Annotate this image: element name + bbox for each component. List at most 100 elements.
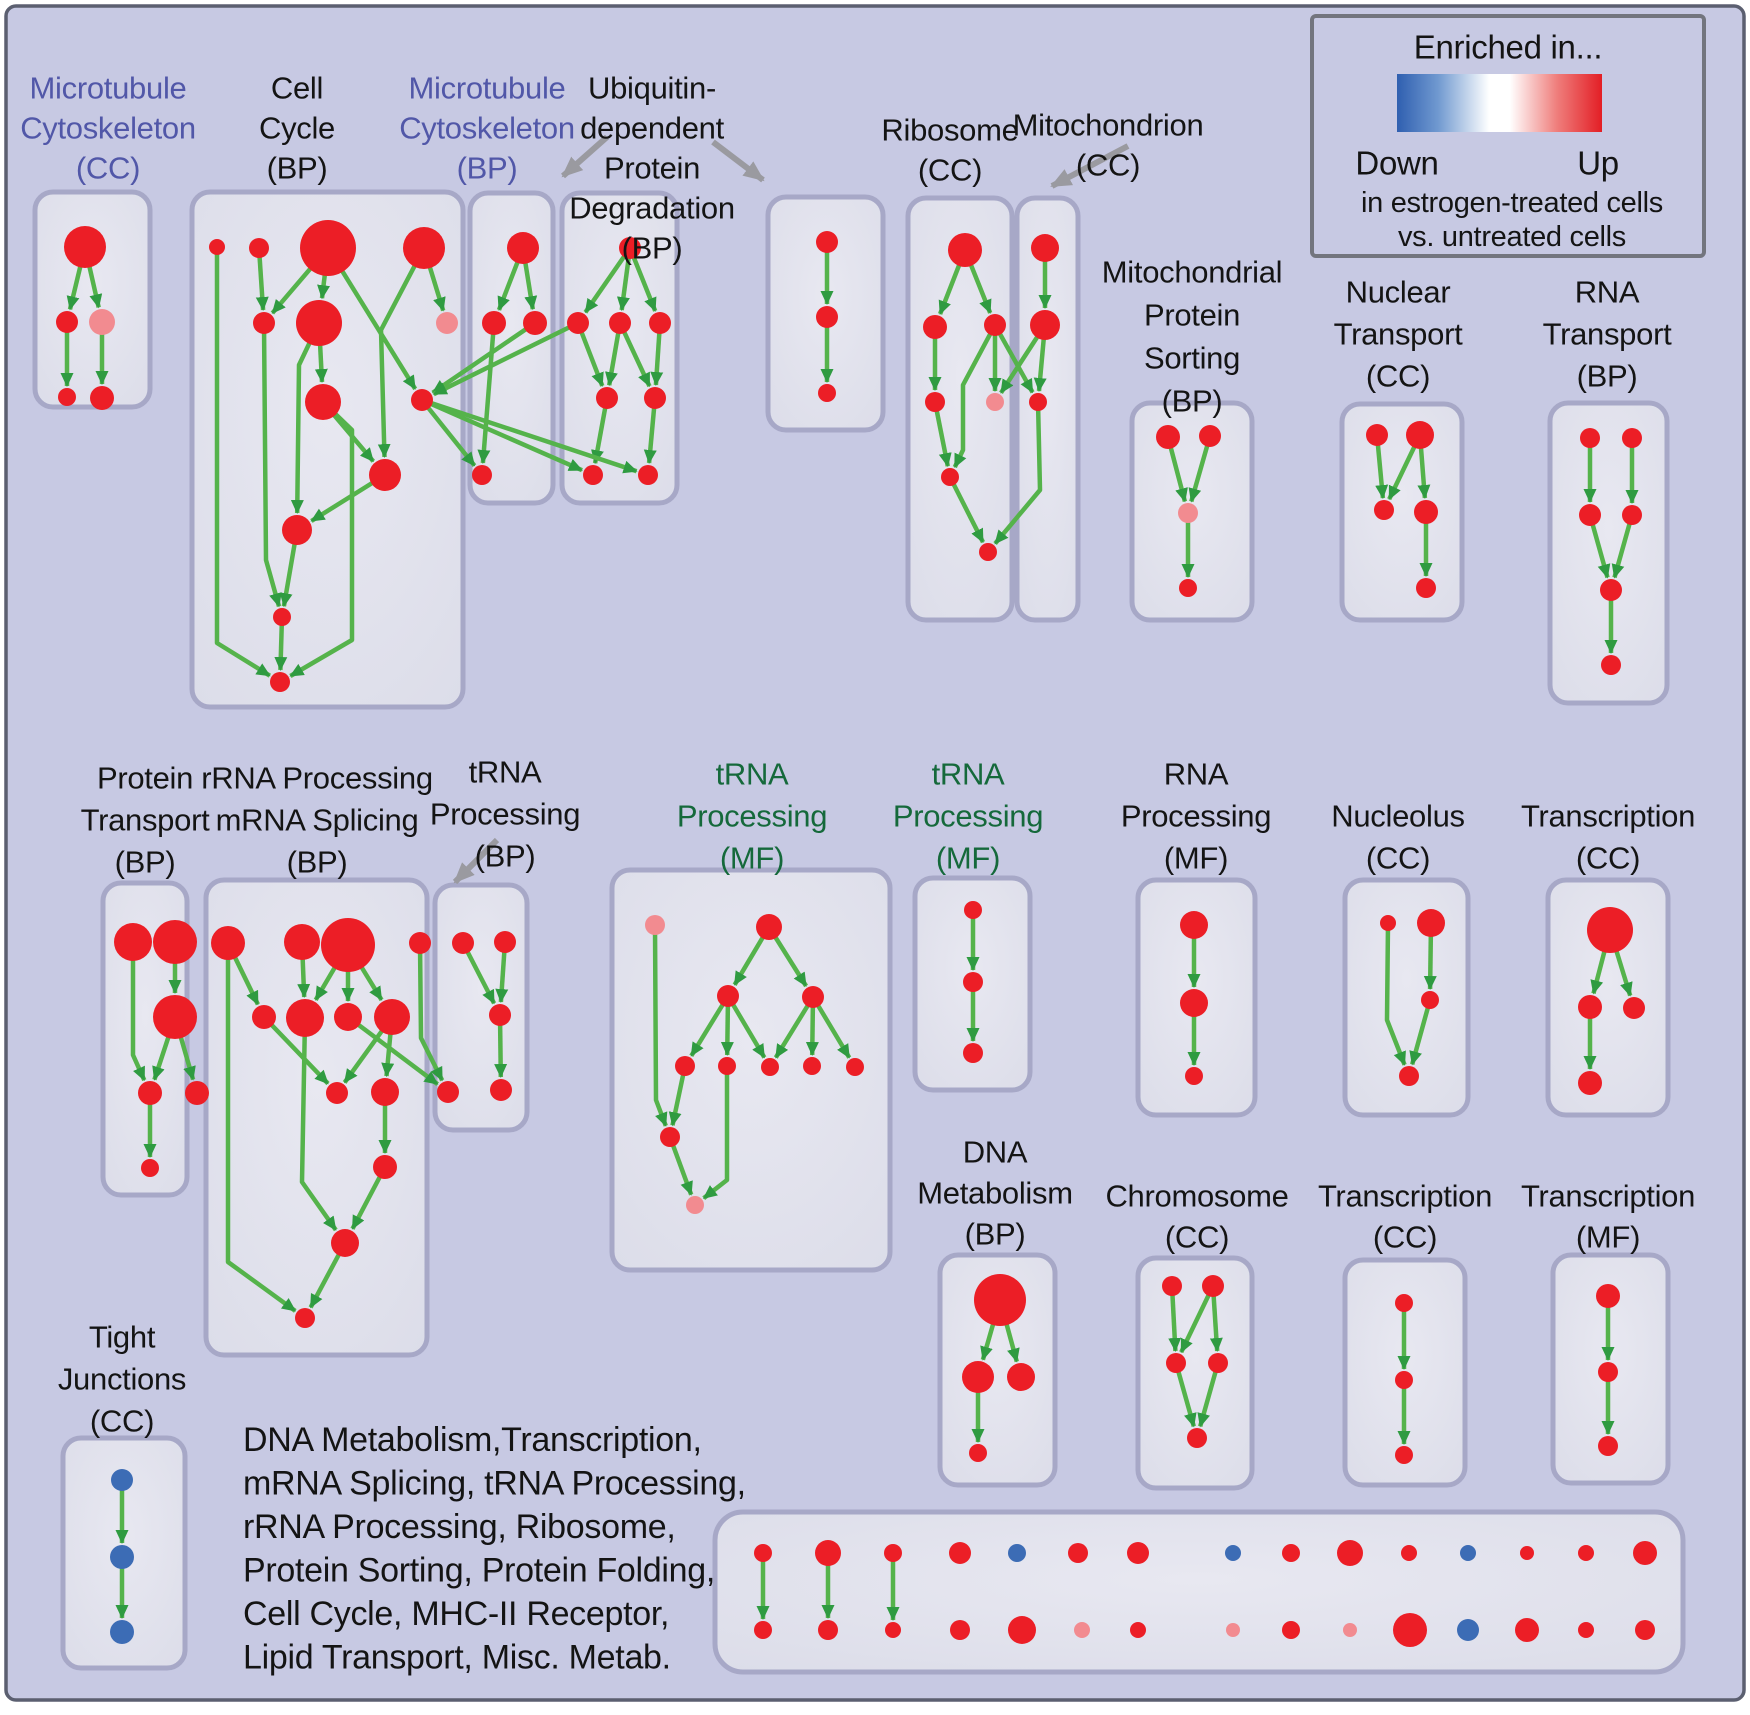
legend-subtitle-1: in estrogen-treated cells bbox=[1361, 187, 1663, 219]
cluster-label-ubiquitin-dependent-protein-degradation-bp: Ubiquitin- bbox=[588, 71, 716, 106]
go-term-node bbox=[816, 306, 838, 328]
go-term-node bbox=[114, 923, 152, 961]
edge bbox=[431, 321, 537, 395]
edge bbox=[932, 401, 952, 468]
cluster-label-transcription-cc-lower: Transcription bbox=[1318, 1179, 1492, 1214]
go-term-node bbox=[1580, 428, 1600, 448]
cluster-label-trna-processing-mf-small: Processing bbox=[893, 799, 1043, 834]
go-term-node bbox=[282, 515, 312, 545]
cluster-label-mitochondrial-protein-sorting-bp: Sorting bbox=[1144, 341, 1240, 376]
edge bbox=[421, 397, 638, 474]
go-term-node bbox=[925, 392, 945, 412]
go-term-node bbox=[619, 237, 641, 259]
go-term-node bbox=[761, 1058, 779, 1076]
cluster-label-microtubule-cytoskeleton-bp: Cytoskeleton bbox=[399, 111, 575, 146]
go-term-node bbox=[1395, 1446, 1413, 1464]
cluster-label-tight-junctions-cc: Tight bbox=[89, 1320, 156, 1355]
go-term-node bbox=[185, 1081, 209, 1105]
edge bbox=[214, 247, 271, 678]
go-term-node bbox=[1416, 578, 1436, 598]
edge bbox=[773, 995, 815, 1059]
cluster-box-chromosome-cc bbox=[1135, 1255, 1255, 1491]
edge bbox=[702, 1066, 730, 1200]
go-term-node bbox=[295, 1308, 315, 1328]
go-term-node bbox=[1578, 1071, 1602, 1095]
cluster-label-rna-transport-bp: Transport bbox=[1543, 317, 1672, 352]
go-term-node bbox=[1156, 425, 1180, 449]
go-term-node bbox=[754, 1544, 772, 1562]
edge bbox=[255, 247, 269, 311]
go-term-node bbox=[1030, 310, 1060, 340]
go-term-node bbox=[1343, 1623, 1357, 1637]
go-term-node bbox=[1199, 425, 1221, 447]
go-term-node bbox=[754, 1621, 772, 1639]
pointer-trna-bp-arrow-icon bbox=[452, 837, 500, 885]
go-term-node bbox=[138, 1081, 162, 1105]
cluster-label-cell-cycle-bp: Cycle bbox=[259, 111, 335, 146]
cluster-box-rna-transport-bp bbox=[1547, 400, 1670, 706]
go-term-node bbox=[1180, 989, 1208, 1017]
cluster-box-shared-collapsed-terms bbox=[712, 1509, 1686, 1675]
go-term-node bbox=[300, 220, 356, 276]
go-term-node bbox=[802, 986, 824, 1008]
go-term-node bbox=[489, 1004, 511, 1026]
edge bbox=[420, 398, 477, 468]
cluster-label-rna-processing-mf: Processing bbox=[1121, 799, 1271, 834]
go-term-node bbox=[1596, 1284, 1620, 1308]
go-term-node bbox=[490, 1079, 512, 1101]
edge bbox=[627, 247, 658, 312]
cluster-label-trna-processing-mf-small: (MF) bbox=[936, 841, 1000, 876]
go-term-node bbox=[296, 300, 342, 346]
go-term-node bbox=[818, 1620, 838, 1640]
go-term-node bbox=[56, 311, 78, 333]
cluster-box-nuclear-transport-cc bbox=[1339, 401, 1465, 623]
go-term-node bbox=[756, 914, 782, 940]
go-term-node bbox=[1127, 1542, 1149, 1564]
go-term-node bbox=[1225, 1545, 1241, 1561]
go-term-node bbox=[211, 926, 245, 960]
go-term-node bbox=[58, 388, 76, 406]
edge bbox=[993, 323, 1035, 394]
cluster-label-protein-transport-bp: (BP) bbox=[115, 845, 176, 880]
collapsed-categories-list: Cell Cycle, MHC-II Receptor, bbox=[243, 1595, 669, 1633]
cluster-label-ubiquitin-dependent-protein-degradation-bp: Degradation bbox=[569, 191, 735, 226]
go-term-node bbox=[1457, 1619, 1479, 1641]
edge bbox=[377, 246, 426, 458]
go-term-node bbox=[1600, 579, 1622, 601]
edge bbox=[346, 1015, 439, 1086]
cluster-label-microtubule-cytoskeleton-bp: Microtubule bbox=[409, 71, 566, 106]
go-term-node bbox=[153, 920, 197, 964]
cluster-box-microtubule-cytoskeleton-bp bbox=[467, 190, 556, 506]
go-term-node bbox=[1202, 1275, 1224, 1297]
go-term-node bbox=[1414, 500, 1438, 524]
edge bbox=[261, 322, 282, 608]
go-term-node bbox=[252, 1005, 276, 1029]
go-term-node bbox=[1008, 1616, 1036, 1644]
edge bbox=[1173, 1362, 1197, 1428]
edge bbox=[225, 943, 297, 1313]
edge bbox=[1179, 1285, 1216, 1354]
go-term-node bbox=[326, 1082, 348, 1104]
go-term-node bbox=[1374, 500, 1394, 520]
go-term-node bbox=[305, 384, 341, 420]
go-term-node bbox=[567, 312, 589, 334]
go-term-node bbox=[1226, 1623, 1240, 1637]
go-term-node bbox=[818, 384, 836, 402]
go-term-node bbox=[962, 1361, 994, 1393]
go-term-node bbox=[717, 985, 739, 1007]
legend-colorbar bbox=[1397, 74, 1602, 132]
go-term-node bbox=[371, 1078, 399, 1106]
pointer-ubiquitin-left-arrow-icon bbox=[561, 134, 609, 179]
go-term-node bbox=[986, 393, 1004, 411]
go-term-node bbox=[1417, 909, 1445, 937]
go-term-node bbox=[1520, 1546, 1534, 1560]
go-term-node bbox=[675, 1056, 695, 1076]
go-term-node bbox=[452, 932, 474, 954]
go-term-node bbox=[331, 1229, 359, 1257]
cluster-box-mitochondrion-cc bbox=[1014, 195, 1081, 623]
go-term-node bbox=[1579, 504, 1601, 526]
edge bbox=[299, 1017, 338, 1232]
cluster-label-trna-processing-mf-small: tRNA bbox=[932, 757, 1005, 792]
go-term-node bbox=[1068, 1543, 1088, 1563]
